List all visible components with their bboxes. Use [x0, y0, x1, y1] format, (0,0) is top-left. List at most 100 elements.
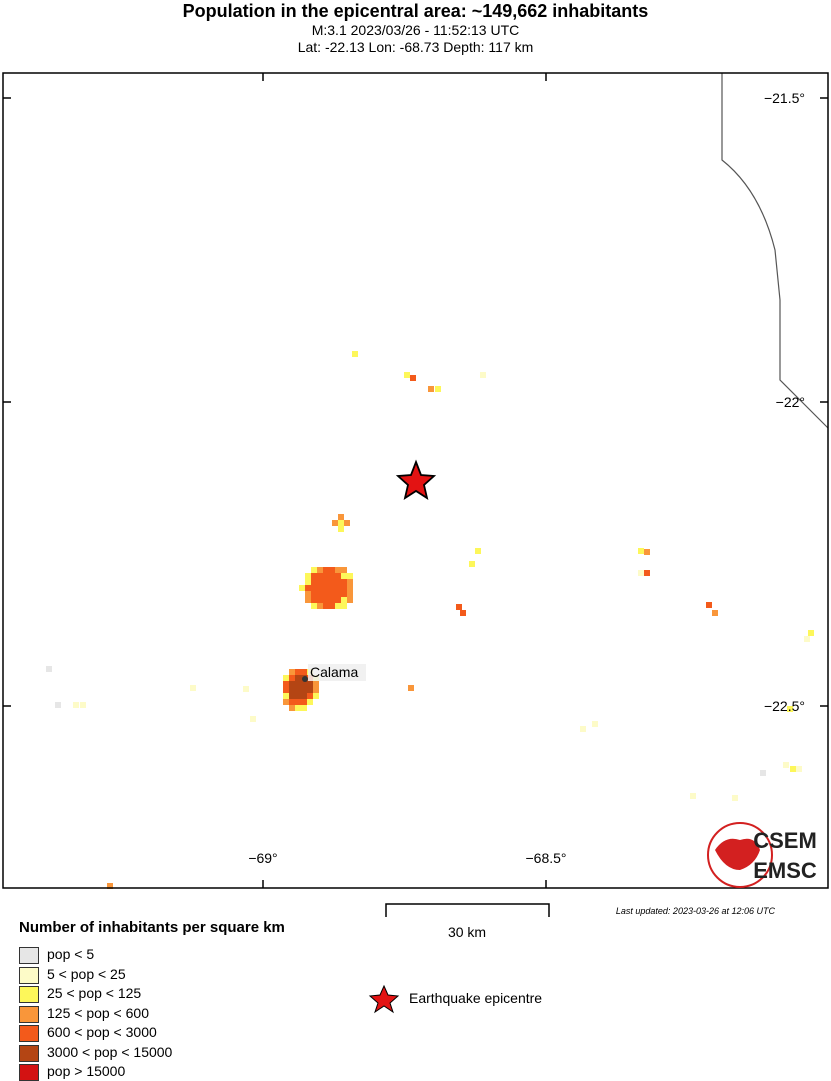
- page-title: Population in the epicentral area: ~149,…: [182, 1, 649, 21]
- population-cell: [329, 603, 335, 609]
- population-cell: [305, 585, 311, 591]
- lat-tick-label: −22.5°: [764, 698, 805, 714]
- legend-swatch: [19, 1044, 39, 1062]
- legend-label: 25 < pop < 125: [47, 985, 142, 1001]
- population-cell: [335, 597, 341, 603]
- population-cell: [317, 591, 323, 597]
- legend-label: 5 < pop < 25: [47, 965, 126, 982]
- population-cell: [706, 602, 712, 608]
- population-cell: [644, 549, 650, 555]
- population-cell: [313, 681, 319, 687]
- population-cell: [329, 579, 335, 585]
- legend-label: pop < 5: [47, 946, 95, 962]
- legend-label: 125 < pop < 600: [47, 1004, 149, 1021]
- population-cell: [435, 386, 441, 392]
- population-cell: [408, 685, 414, 691]
- population-cell: [712, 610, 718, 616]
- lon-tick-label: −68.5°: [525, 850, 566, 866]
- population-cell: [323, 567, 329, 573]
- population-cell: [295, 669, 301, 675]
- population-cell: [580, 726, 586, 732]
- population-cell: [283, 687, 289, 693]
- population-cell: [311, 597, 317, 603]
- population-cell: [283, 681, 289, 687]
- population-cell: [644, 570, 650, 576]
- legend-label: pop > 15000: [47, 1063, 126, 1079]
- logo-text: CSEM: [753, 828, 817, 853]
- population-cell: [352, 351, 358, 357]
- population-cell: [305, 597, 311, 603]
- population-cell: [335, 567, 341, 573]
- population-cell: [335, 579, 341, 585]
- population-cell: [301, 687, 307, 693]
- population-cell: [289, 681, 295, 687]
- population-cell: [317, 567, 323, 573]
- city-label: Calama: [310, 664, 358, 680]
- population-cell: [289, 669, 295, 675]
- population-cell: [338, 514, 344, 520]
- population-cell: [283, 693, 289, 699]
- population-cell: [289, 699, 295, 705]
- population-cell: [311, 603, 317, 609]
- event-info: M:3.1 2023/03/26 - 11:52:13 UTC: [311, 22, 520, 38]
- population-cell: [313, 693, 319, 699]
- population-cell: [311, 567, 317, 573]
- legend-label: 600 < pop < 3000: [47, 1024, 157, 1040]
- population-cell: [460, 610, 466, 616]
- population-cell: [690, 793, 696, 799]
- population-cell: [638, 548, 644, 554]
- population-cell: [341, 603, 347, 609]
- population-cell: [317, 573, 323, 579]
- population-cell: [311, 585, 317, 591]
- scale-label: 30 km: [448, 924, 486, 940]
- population-cell: [295, 681, 301, 687]
- population-cell: [317, 597, 323, 603]
- population-cell: [46, 666, 52, 672]
- event-location: Lat: -22.13 Lon: -68.73 Depth: 117 km: [297, 39, 534, 55]
- population-cell: [55, 702, 61, 708]
- population-cell: [335, 585, 341, 591]
- population-cell: [480, 372, 486, 378]
- population-cell: [347, 585, 353, 591]
- population-cell: [335, 603, 341, 609]
- city-marker: [302, 676, 308, 682]
- population-cell: [323, 597, 329, 603]
- population-cell: [760, 770, 766, 776]
- population-cell: [301, 681, 307, 687]
- population-cell: [347, 573, 353, 579]
- population-cell: [347, 579, 353, 585]
- population-cell: [295, 687, 301, 693]
- population-cell: [341, 597, 347, 603]
- population-cell: [638, 570, 644, 576]
- population-cells: [46, 351, 814, 889]
- population-cell: [338, 520, 344, 526]
- epicentre-star-icon: [395, 459, 437, 500]
- population-cell: [341, 573, 347, 579]
- population-cell: [341, 585, 347, 591]
- population-cell: [329, 585, 335, 591]
- population-cell: [344, 520, 350, 526]
- scale-bar: [385, 903, 550, 917]
- population-cell: [243, 686, 249, 692]
- emsc-logo: CSEM EMSC: [707, 822, 817, 888]
- population-cell: [311, 579, 317, 585]
- population-cell: [295, 705, 301, 711]
- legend-star-icon: [368, 984, 400, 1014]
- population-cell: [317, 603, 323, 609]
- population-cell: [732, 795, 738, 801]
- population-cell: [301, 693, 307, 699]
- population-cell: [295, 693, 301, 699]
- population-cell: [301, 699, 307, 705]
- lat-tick-label: −21.5°: [764, 90, 805, 106]
- population-cell: [808, 630, 814, 636]
- population-cell: [347, 591, 353, 597]
- population-cell: [592, 721, 598, 727]
- legend-swatch: [19, 966, 39, 984]
- population-cell: [329, 591, 335, 597]
- population-cell: [347, 597, 353, 603]
- population-cell: [804, 636, 810, 642]
- population-cell: [283, 675, 289, 681]
- legend-swatch: [19, 986, 39, 1003]
- ticks: [3, 73, 828, 888]
- population-cell: [307, 681, 313, 687]
